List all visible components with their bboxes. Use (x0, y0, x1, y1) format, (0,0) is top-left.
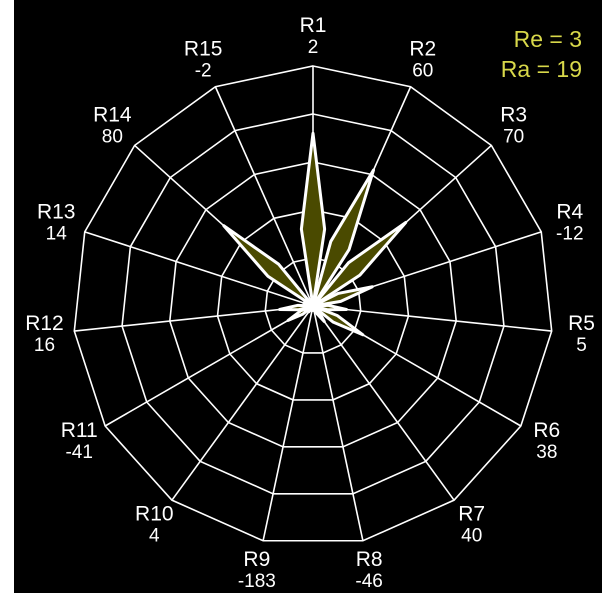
grid-ring-5 (73, 65, 553, 542)
axis-label-r2: R2 (409, 37, 436, 60)
axis-label-r5: R5 (568, 312, 595, 335)
grid-ring-3 (168, 161, 458, 448)
axis-value-r1: 2 (308, 37, 319, 58)
axis-label-r12: R12 (25, 312, 64, 335)
series-spike-r12 (278, 303, 315, 312)
spoke-r7 (312, 305, 455, 501)
axis-label-r1: R1 (300, 14, 327, 37)
spoke-r15 (214, 86, 314, 307)
axis-label-r10: R10 (135, 502, 174, 525)
series-area-group (222, 131, 408, 337)
axis-value-r12: 16 (34, 335, 55, 356)
axis-value-r11: -41 (65, 442, 92, 463)
annotation-re: Re = 3 (513, 26, 582, 52)
series-spike-r3 (311, 220, 408, 308)
axis-value-r14: 80 (102, 126, 123, 147)
axis-value-r9: -183 (238, 571, 276, 592)
series-spike-r14 (222, 224, 315, 308)
spoke-r10 (171, 305, 314, 501)
axis-value-r6: 38 (536, 442, 557, 463)
axis-label-r8: R8 (356, 548, 383, 571)
axis-label-r4: R4 (556, 201, 583, 224)
spoke-r13 (84, 231, 314, 307)
series-spike-r2 (311, 168, 376, 308)
axis-label-r3: R3 (500, 103, 527, 126)
axis-label-r14: R14 (93, 103, 132, 126)
axis-value-r10: 4 (149, 525, 160, 546)
axis-label-r9: R9 (243, 548, 270, 571)
axis-value-r13: 14 (46, 224, 68, 245)
axis-label-r11: R11 (61, 419, 98, 442)
axis-label-r6: R6 (533, 419, 560, 442)
axis-label-r15: R15 (184, 37, 223, 60)
axis-value-r5: 5 (576, 335, 587, 356)
spoke-r8 (312, 305, 364, 541)
radar-chart-panel: R1 2 R2 60 R3 70 R4 -12 R5 5 R6 38 R7 40 R8 -46 R9 -183 R1… (14, 0, 602, 593)
axis-label-r7: R7 (458, 502, 485, 525)
series-spike-r6 (311, 304, 365, 337)
series-spike-r1 (299, 131, 327, 308)
spoke-r11 (104, 305, 314, 427)
axis-value-r8: -46 (355, 571, 382, 592)
axis-value-r2: 60 (412, 60, 433, 81)
axis-value-r4: -12 (556, 224, 583, 245)
series-spike-r15 (309, 300, 315, 308)
grid-ring-2 (216, 209, 410, 401)
series-spike-r4 (311, 285, 374, 308)
spoke-r12 (74, 305, 314, 332)
grid-ring-4 (121, 113, 505, 495)
spoke-r5 (312, 305, 552, 332)
grid-ring-1 (264, 257, 362, 354)
spoke-r9 (262, 305, 314, 541)
axis-value-r3: 70 (503, 126, 524, 147)
series-spike-r7 (311, 304, 326, 324)
annotation-ra: Ra = 19 (500, 56, 582, 82)
axis-label-r13: R13 (37, 201, 76, 224)
axis-value-r7: 40 (461, 525, 482, 546)
axis-value-r15: -2 (195, 60, 212, 81)
